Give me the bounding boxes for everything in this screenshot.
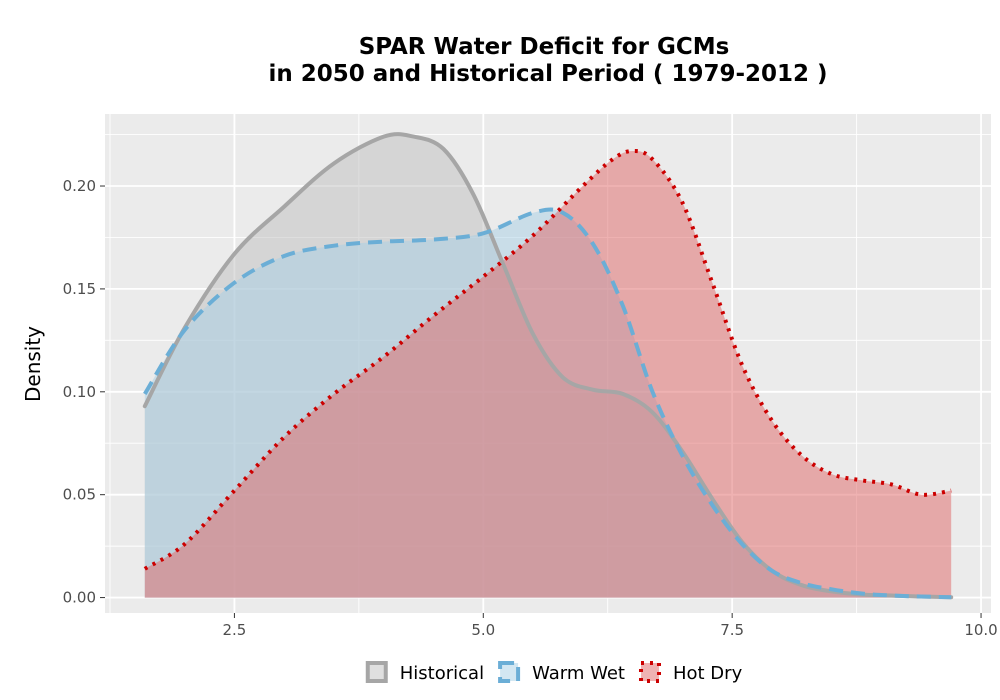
y-tick-label: 0.10 [63, 383, 96, 401]
legend-item-historical: Historical [365, 661, 484, 684]
legend-item-hot-dry: Hot Dry [638, 661, 743, 684]
chart-title-line-1: SPAR Water Deficit for GCMs [359, 34, 730, 60]
area-hot-dry [144, 150, 952, 598]
y-tick-label: 0.05 [63, 486, 96, 504]
y-tick-label: 0.15 [63, 280, 96, 298]
legend-key-warm-wet [498, 661, 521, 683]
density-lines [142, 132, 954, 600]
legend-label: Warm Wet [532, 663, 625, 684]
legend: Historical Warm Wet Hot Dry [365, 661, 743, 684]
x-tick-label: 2.5 [222, 621, 246, 639]
y-tick-label: 0.20 [63, 177, 96, 195]
chart-title-line-2: in 2050 and Historical Period ( 1979-201… [268, 61, 827, 87]
legend-key-historical [365, 661, 388, 683]
legend-label: Hot Dry [673, 663, 743, 684]
y-tick-label: 0.00 [63, 589, 96, 607]
line-warm-wet [143, 207, 952, 600]
line-historical [142, 132, 954, 600]
y-axis-title: Density [21, 326, 45, 402]
y-axis: 0.00 0.05 0.10 0.15 0.20 [63, 177, 105, 607]
x-tick-label: 5.0 [471, 621, 495, 639]
legend-item-warm-wet: Warm Wet [498, 661, 625, 684]
legend-label: Historical [400, 663, 484, 684]
x-tick-label: 7.5 [720, 621, 744, 639]
x-axis: 2.5 5.0 7.5 10.0 [222, 613, 998, 639]
density-areas [144, 134, 952, 598]
legend-key-hot-dry [638, 661, 661, 683]
x-tick-label: 10.0 [964, 621, 997, 639]
chart-title: SPAR Water Deficit for GCMs in 2050 and … [268, 34, 827, 87]
